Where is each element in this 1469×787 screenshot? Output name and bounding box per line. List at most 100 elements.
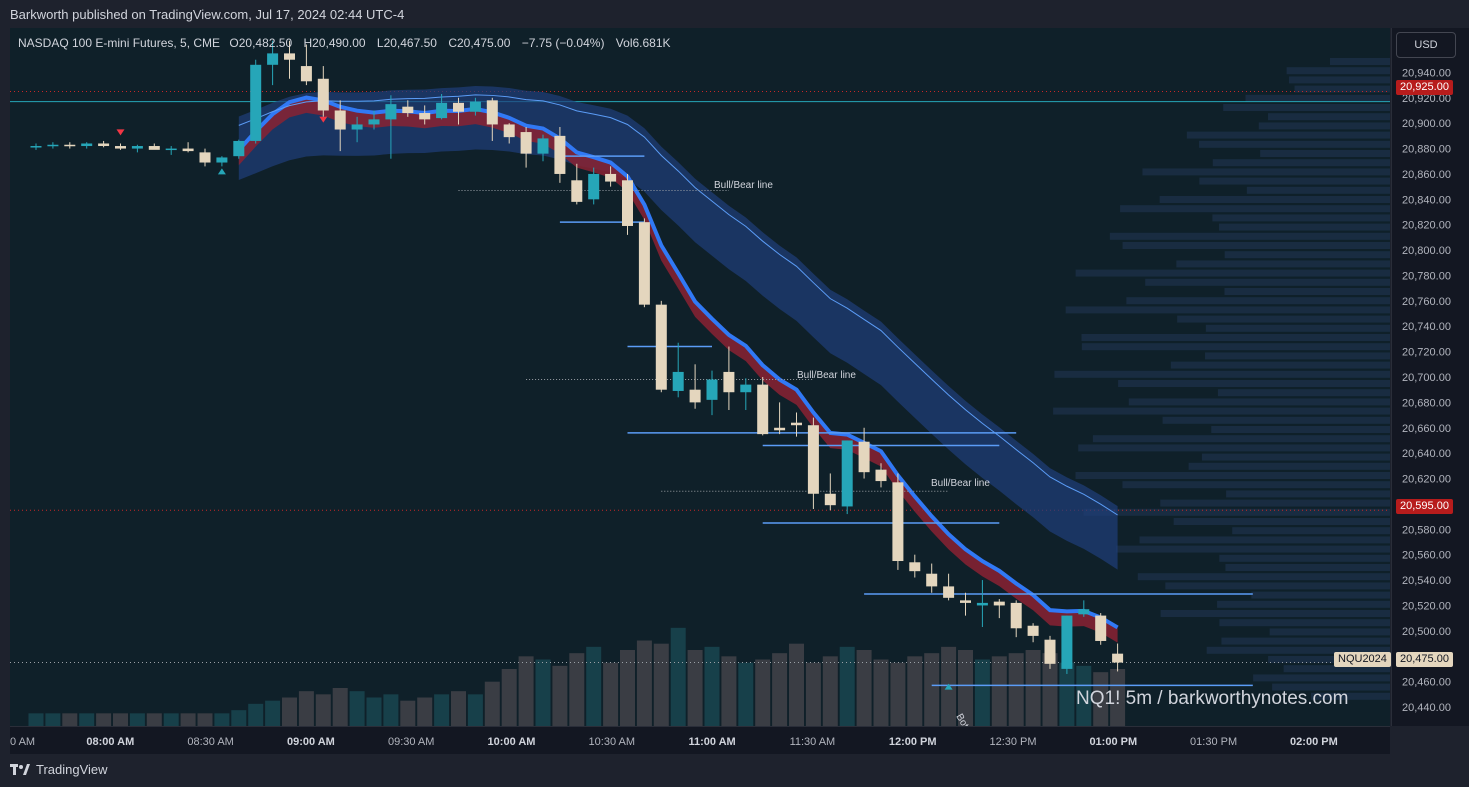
candle	[317, 66, 329, 117]
volume-profile-bar	[1225, 564, 1390, 571]
candle-body	[284, 53, 295, 60]
candle	[131, 144, 143, 153]
volume-bar	[738, 662, 754, 726]
volume-profile-bar	[1260, 150, 1390, 157]
candle	[993, 599, 1005, 619]
volume-bar	[1025, 650, 1041, 726]
open-value: 20,482.50	[238, 36, 293, 50]
price-tick-label: 20,560.00	[1402, 550, 1451, 562]
candle-body	[672, 371, 684, 391]
candle-body	[605, 173, 617, 182]
time-tick-label: 01:30 PM	[1190, 736, 1237, 748]
candle	[622, 173, 633, 235]
candle-body	[385, 104, 397, 120]
tradingview-brand: TradingView	[36, 762, 108, 777]
volume-bar	[772, 653, 788, 726]
volume-bar	[603, 662, 619, 726]
candle	[453, 97, 464, 125]
candle-body	[706, 379, 718, 400]
volume-bar	[113, 713, 128, 726]
fast-ema-line	[237, 95, 1119, 630]
volume-value: 6.681K	[632, 36, 671, 50]
candle-body	[182, 148, 194, 152]
price-axis-ticks: 20,940.00 20,920.00 20,900.00 20,880.00 20,8…	[1402, 67, 1451, 714]
volume-bar	[180, 713, 196, 726]
chart-pane[interactable]: Bull/Bear line Bull/Bear line Bull/Bear …	[10, 28, 1390, 726]
volume-bar	[434, 694, 450, 726]
price-tick-label: 20,760.00	[1402, 296, 1451, 308]
ohlc-legend: NASDAQ 100 E-mini Futures, 5, CME O20,48…	[18, 36, 679, 50]
volume-bar	[1042, 653, 1058, 726]
candle	[926, 563, 938, 593]
volume-profile-bar	[1268, 656, 1390, 663]
candle	[976, 580, 988, 628]
volume-profile-bar	[1212, 159, 1390, 167]
candle-body	[875, 469, 887, 482]
candle-body	[131, 146, 143, 149]
currency-button[interactable]: USD	[1396, 32, 1456, 58]
volume-bar	[332, 688, 348, 726]
candle-body	[960, 600, 971, 603]
candle-body	[1027, 625, 1039, 636]
candle	[554, 126, 566, 183]
candle	[638, 218, 650, 308]
time-axis[interactable]: 0 AM 08:00 AM 08:30 AM 09:00 AM 09:30 AM 10:0…	[10, 726, 1390, 755]
volume-profile-bar	[1224, 251, 1390, 259]
bull-bear-label-1: Bull/Bear line	[714, 180, 773, 191]
candle	[469, 97, 481, 116]
volume-profile-bar	[1268, 113, 1390, 121]
candle-body	[30, 146, 42, 148]
candle-body	[858, 441, 870, 473]
time-tick-label: 12:00 PM	[889, 736, 937, 748]
candle-body	[1112, 653, 1124, 663]
candle	[740, 378, 752, 410]
volume-profile-bar	[1288, 76, 1390, 84]
volume-profile-bar	[1211, 426, 1390, 433]
candle	[334, 100, 346, 152]
volume-profile-bar	[1219, 223, 1390, 231]
symbol-name[interactable]: NASDAQ 100 E-mini Futures, 5, CME	[18, 36, 221, 50]
bull-bear-label-2: Bull/Bear line	[797, 370, 856, 381]
candle-body	[571, 180, 583, 202]
volume-bar	[383, 694, 399, 726]
volume-bar	[839, 646, 855, 726]
volume-profile-bar	[1083, 508, 1390, 516]
price-axis[interactable]: 20,940.00 20,920.00 20,900.00 20,880.00 20,8…	[1391, 28, 1469, 726]
volume-profile-bar	[1122, 481, 1390, 489]
volume-profile-bar	[1139, 536, 1390, 544]
candle-body	[469, 101, 481, 112]
volume-bar	[789, 643, 804, 726]
candle	[30, 143, 42, 150]
volume-bar	[721, 656, 737, 726]
volume-bar	[924, 653, 940, 726]
candle	[115, 143, 126, 150]
time-tick-label: 08:30 AM	[187, 736, 233, 748]
candle-body	[926, 573, 938, 587]
open-label: O	[229, 36, 239, 50]
volume-profile-bar	[1116, 545, 1390, 553]
candle-body	[368, 119, 380, 125]
time-tick-label: 01:00 PM	[1089, 736, 1137, 748]
slow-band	[238, 86, 1118, 570]
price-tick-label: 20,460.00	[1402, 677, 1451, 689]
volume-profile-bar	[1221, 637, 1390, 645]
volume-bar	[79, 713, 95, 726]
price-tick-label: 20,920.00	[1402, 93, 1451, 105]
volume-bar	[248, 703, 264, 726]
volume-profile-bar	[1253, 674, 1390, 682]
time-tick-label: 12:30 PM	[989, 736, 1036, 748]
candle	[47, 142, 59, 149]
volume-profile-bar	[1092, 435, 1390, 443]
candle	[824, 473, 836, 511]
candle-body	[115, 146, 126, 149]
volume-bar	[569, 653, 585, 726]
volume-profile-bar	[1075, 269, 1390, 277]
candle-body	[824, 493, 836, 506]
candle	[1010, 600, 1022, 638]
volume-profile-bar	[1054, 370, 1390, 378]
bull-bear-label-3: Bull/Bear line	[931, 478, 990, 489]
price-chart[interactable]: Bull/Bear line Bull/Bear line Bull/Bear …	[10, 28, 1390, 726]
candle-body	[976, 602, 988, 606]
time-tick-label: 10:00 AM	[488, 736, 536, 748]
tradingview-logo[interactable]: TradingView	[10, 762, 108, 777]
